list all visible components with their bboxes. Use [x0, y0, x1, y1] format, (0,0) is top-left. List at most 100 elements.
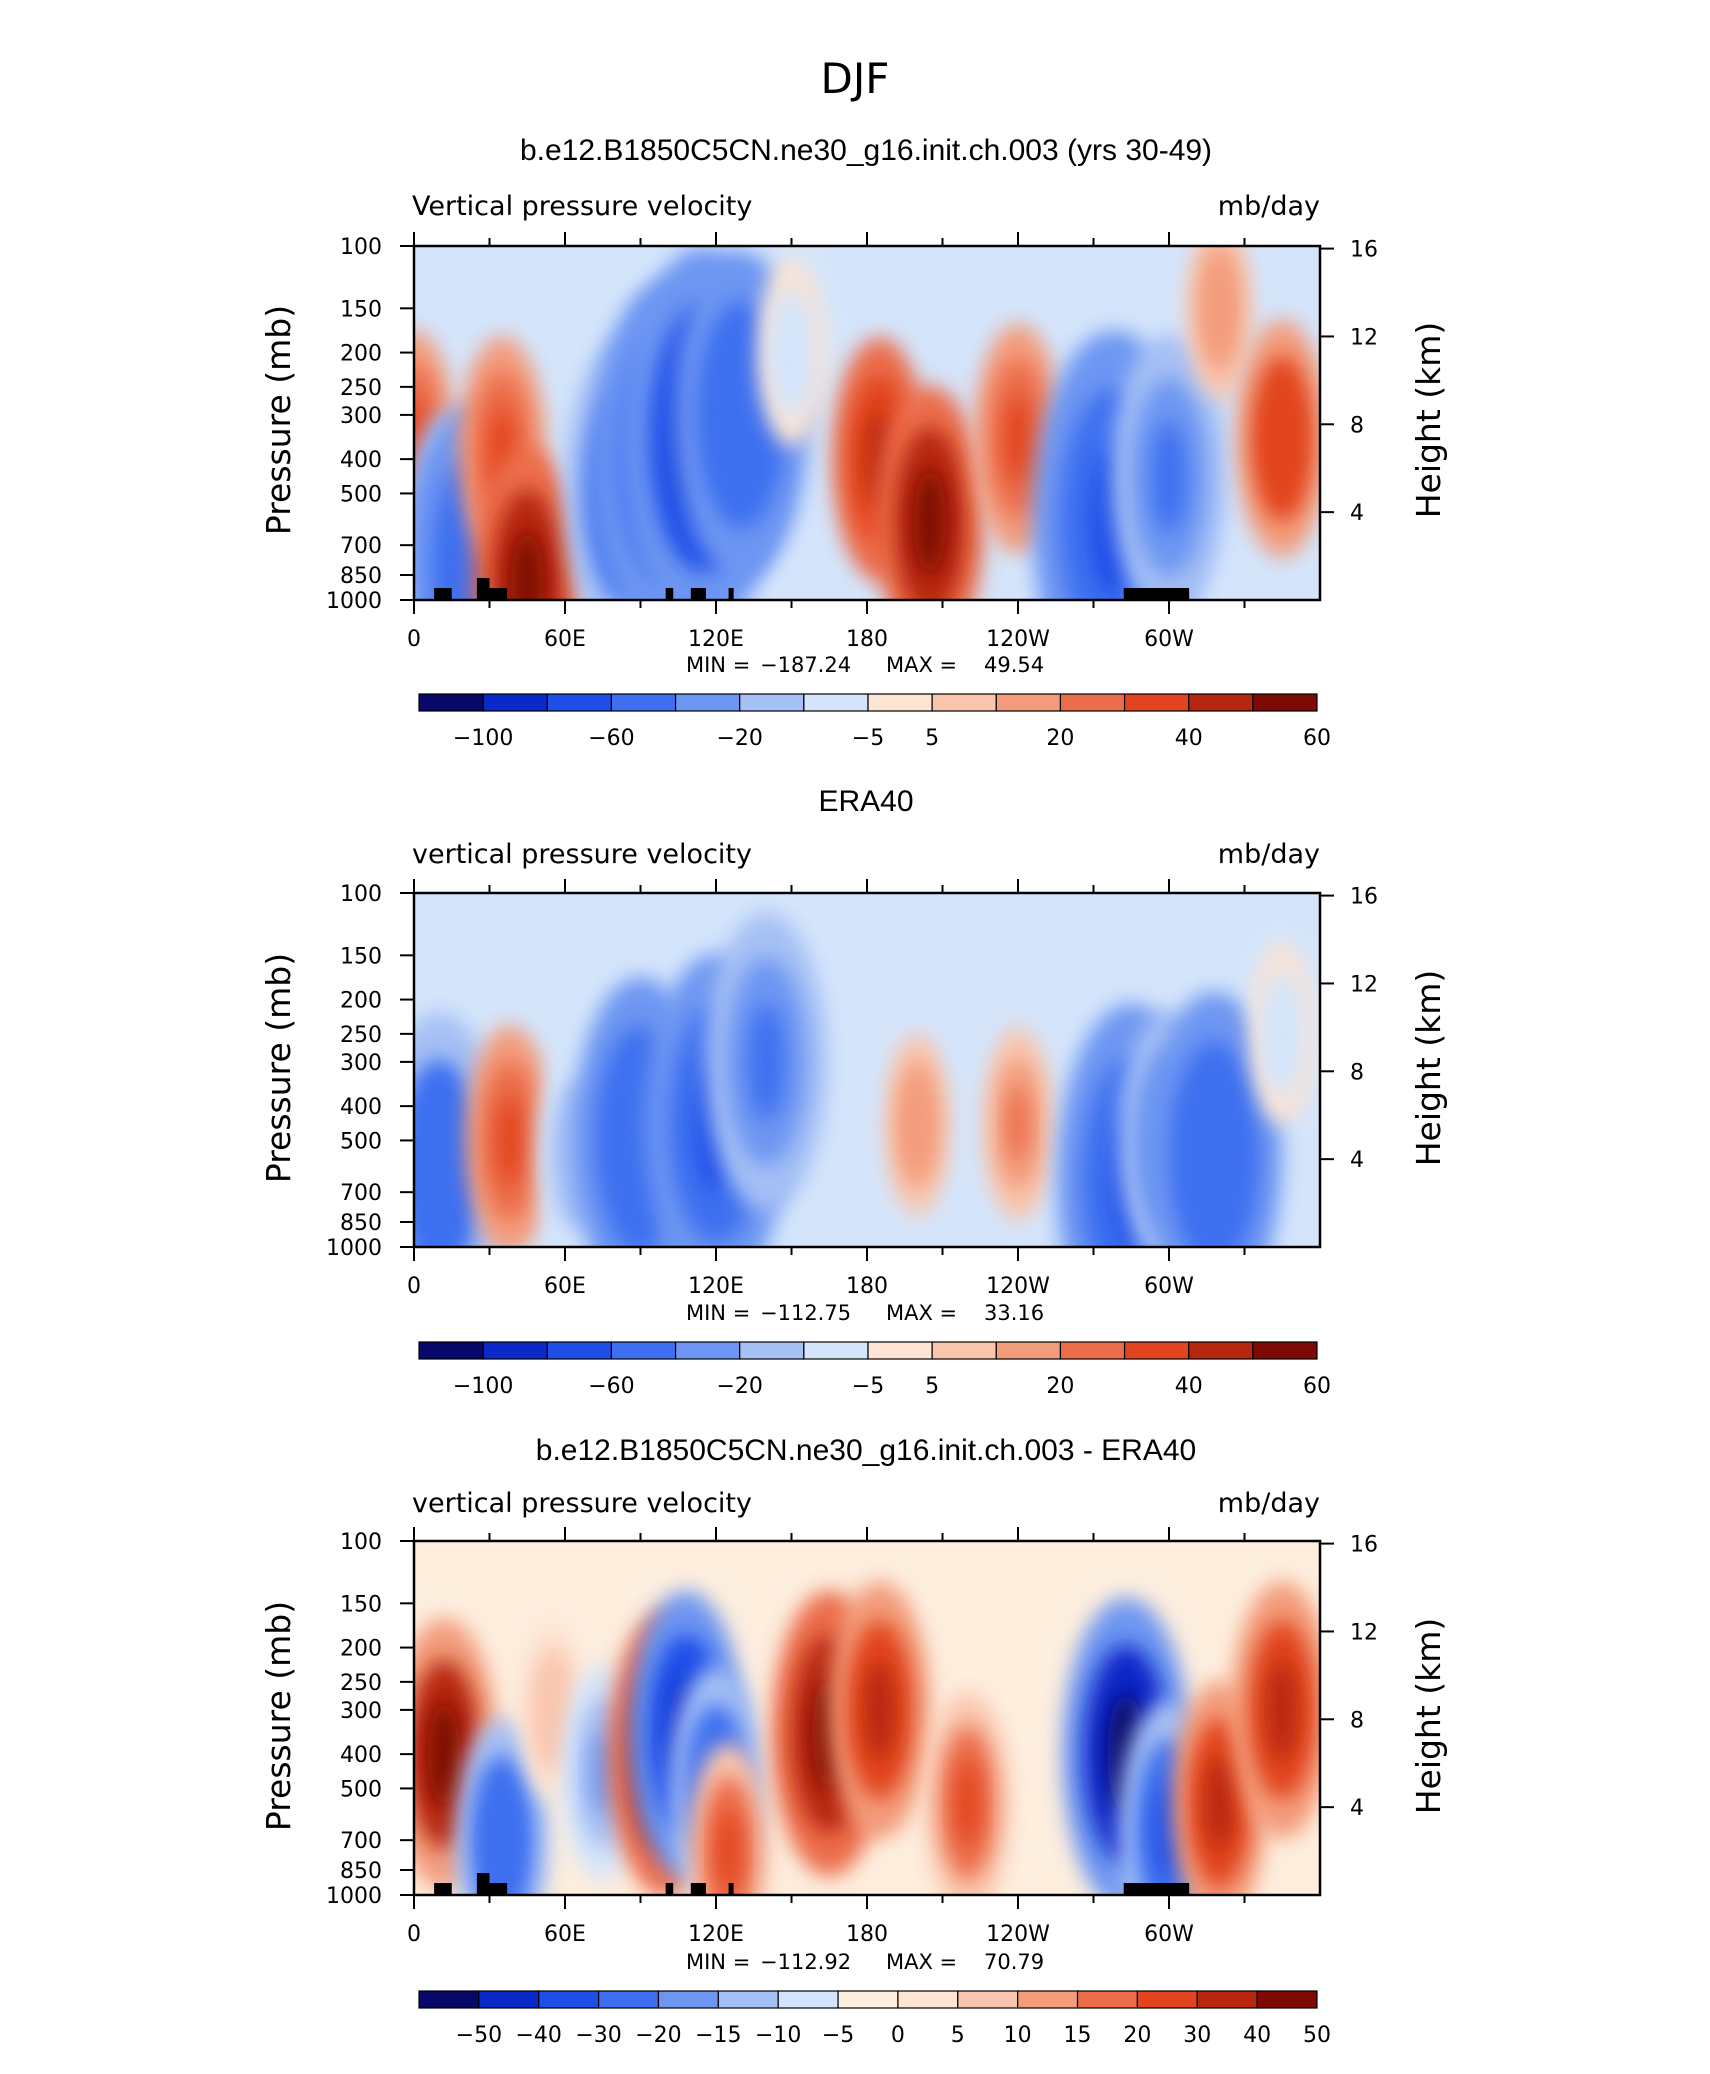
contour-core [1007, 1086, 1029, 1163]
colorbar-swatch [478, 1990, 540, 2009]
colorbar-label: −60 [588, 726, 634, 751]
y-tick-label: 700 [340, 1829, 382, 1854]
colorbar-swatch [1196, 1990, 1258, 2009]
colorbar-label: 10 [1004, 2023, 1032, 2048]
units-string: mb/day [1218, 191, 1320, 222]
colorbar-label: 0 [891, 2023, 905, 2048]
contour-core [1267, 1659, 1298, 1761]
topography-mask [489, 1883, 508, 1895]
y2-tick-label: 12 [1350, 972, 1378, 997]
min-label: MIN = [686, 1950, 750, 1974]
topography-mask [434, 588, 452, 600]
y-tick-label: 100 [340, 235, 382, 260]
y2-tick-label: 16 [1350, 885, 1378, 910]
contour-core [1209, 272, 1230, 345]
y-tick-label: 500 [340, 1129, 382, 1154]
colorbar-swatch [1076, 1990, 1138, 2009]
colorbar-swatch [803, 693, 869, 712]
y2-tick-label: 16 [1350, 1533, 1378, 1558]
y-tick-label: 850 [340, 564, 382, 589]
colorbar-swatch [1123, 1341, 1190, 1360]
contour-core [487, 1792, 517, 1888]
colorbar-label: −50 [456, 2023, 502, 2048]
y-tick-label: 1000 [326, 1884, 382, 1909]
colorbar-swatch [995, 1341, 1062, 1360]
colorbar-swatch [546, 693, 613, 712]
y-tick-label: 300 [340, 1699, 382, 1724]
colorbar-label: 60 [1303, 726, 1331, 751]
y-tick-label: 100 [340, 882, 382, 907]
x-tick-label: 60E [544, 627, 586, 652]
y-tick-label: 250 [340, 1023, 382, 1048]
contour-core [1004, 393, 1032, 484]
contour-core [1272, 998, 1292, 1070]
left-string: vertical pressure velocity [412, 839, 752, 870]
contour-core [864, 1659, 895, 1761]
colorbar-swatch [418, 1990, 480, 2009]
panel-title: ERA40 [818, 785, 913, 818]
topography-mask [665, 588, 674, 600]
y-axis-label: Pressure (mb) [259, 305, 298, 535]
left-string: Vertical pressure velocity [412, 191, 752, 222]
x-tick-label: 120E [688, 1922, 744, 1947]
y-tick-label: 700 [340, 534, 382, 559]
x-tick-label: 0 [407, 1922, 421, 1947]
x-tick-label: 120W [986, 1922, 1050, 1947]
colorbar-swatch [657, 1990, 719, 2009]
colorbar-label: −20 [716, 726, 762, 751]
colorbar-swatch [867, 1341, 933, 1360]
topography-mask [690, 588, 706, 600]
topography-mask [665, 1883, 674, 1895]
colorbar-swatch [418, 1341, 484, 1360]
min-value: −112.75 [760, 1301, 851, 1325]
max-label: MAX = [886, 653, 957, 677]
topography-mask [476, 1873, 490, 1895]
y2-tick-label: 4 [1350, 1796, 1364, 1821]
y-tick-label: 200 [340, 1637, 382, 1662]
contour-fields [414, 912, 1315, 1247]
colorbar-swatch [1252, 693, 1318, 712]
y-tick-label: 700 [340, 1181, 382, 1206]
colorbar-swatch [1017, 1990, 1079, 2009]
max-value: 33.16 [984, 1301, 1044, 1325]
contour-core [496, 1095, 523, 1186]
colorbar-swatch [610, 693, 677, 712]
left-string: vertical pressure velocity [412, 1488, 752, 1519]
y-tick-label: 200 [340, 989, 382, 1014]
contour-core [1194, 1091, 1235, 1219]
colorbar-label: 15 [1064, 2023, 1092, 2048]
colorbar-label: 40 [1243, 2023, 1271, 2048]
colorbar-swatch [1188, 693, 1254, 712]
x-tick-label: 60W [1144, 1274, 1194, 1299]
topography-mask [476, 578, 490, 600]
colorbar-label: 5 [925, 1374, 939, 1399]
y-tick-label: 400 [340, 1743, 382, 1768]
colorbar-label: −100 [453, 1374, 513, 1399]
y-tick-label: 300 [340, 404, 382, 429]
colorbar-swatch [674, 1341, 741, 1360]
colorbar-label: 50 [1303, 2023, 1331, 2048]
colorbar-swatch [897, 1990, 959, 2009]
colorbar-swatch [546, 1341, 613, 1360]
x-tick-label: 60E [544, 1922, 586, 1947]
y-tick-label: 1000 [326, 589, 382, 614]
colorbar-swatch [1059, 693, 1126, 712]
colorbar-swatch [931, 693, 997, 712]
colorbar-swatch [739, 693, 805, 712]
panel-obs: ERA40 vertical pressure velocity mb/day … [259, 785, 1448, 1399]
colorbar-swatch [931, 1341, 997, 1360]
y-tick-label: 250 [340, 1671, 382, 1696]
y2-axis-label: Height (km) [1409, 1618, 1448, 1815]
colorbar-swatch [482, 1341, 548, 1360]
contour-core [1268, 391, 1297, 486]
contour-core [913, 468, 947, 575]
colorbar-swatch [1059, 1341, 1126, 1360]
panel-title: b.e12.B1850C5CN.ne30_g16.init.ch.003 (yr… [520, 134, 1212, 167]
topography-mask [434, 1883, 452, 1895]
y-tick-label: 150 [340, 297, 382, 322]
colorbar-swatch [1256, 1990, 1318, 2009]
y-tick-label: 400 [340, 448, 382, 473]
colorbar-label: −5 [852, 726, 884, 751]
y2-axis-label: Height (km) [1409, 322, 1448, 519]
units-string: mb/day [1218, 1488, 1320, 1519]
